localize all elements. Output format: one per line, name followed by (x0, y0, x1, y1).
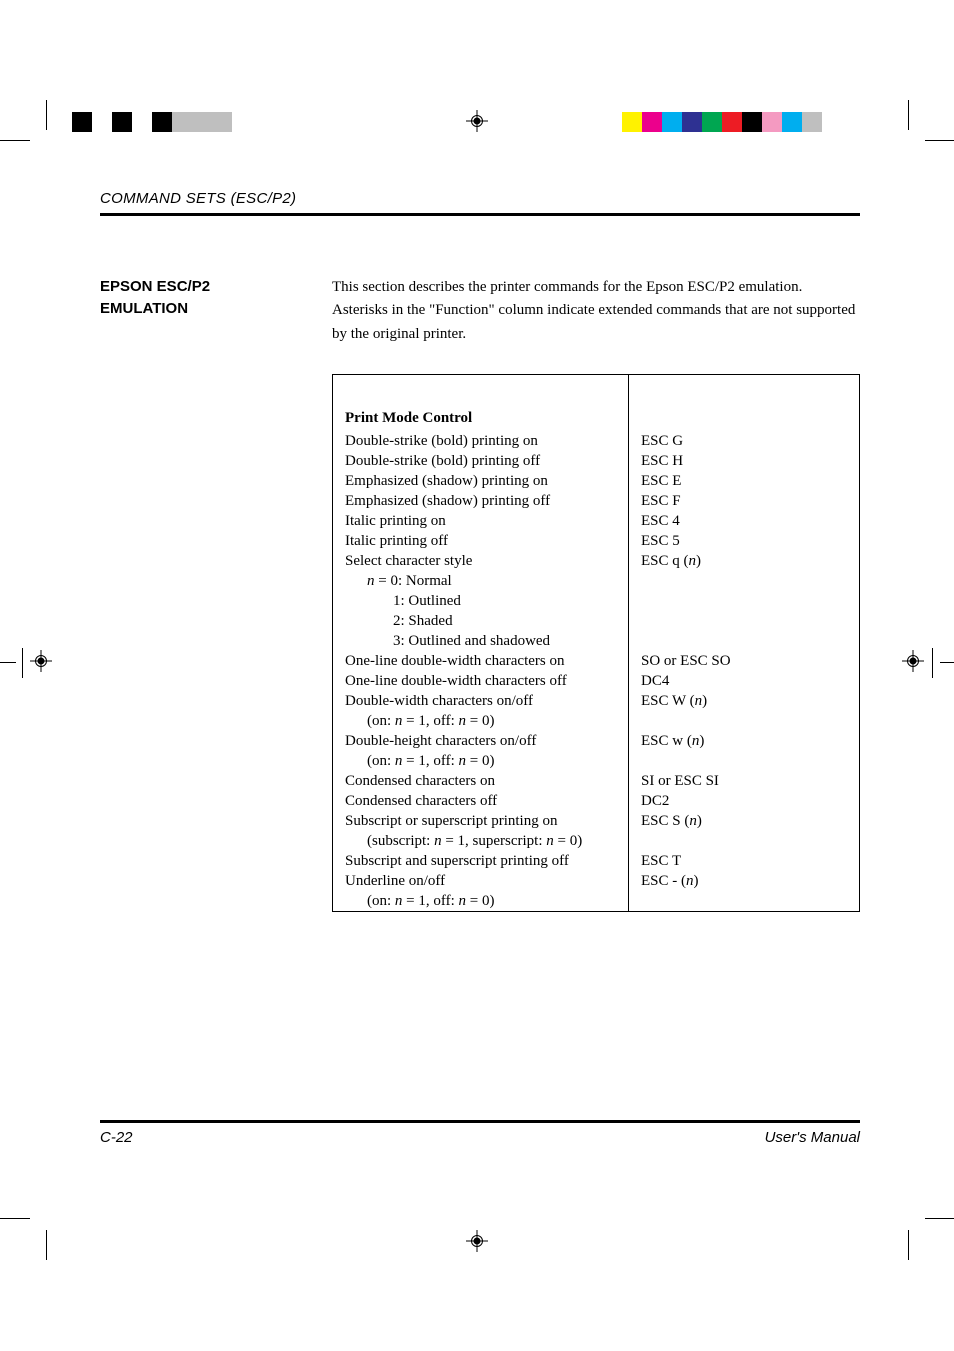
crop-mark (908, 100, 909, 130)
table-cell: Subscript and superscript printing off (333, 851, 629, 871)
page-footer: C-22 User's Manual (100, 1120, 860, 1146)
table-cell: ESC T (629, 851, 860, 871)
table-cell: Print Mode Control (333, 402, 629, 431)
table-cell: ESC E (629, 471, 860, 491)
table-cell: Condensed characters off (333, 791, 629, 811)
table-cell: ESC - (n) (629, 871, 860, 891)
table-cell: SI or ESC SI (629, 771, 860, 791)
table-cell: Double-strike (bold) printing off (333, 451, 629, 471)
footer-rule (100, 1120, 860, 1123)
table-cell: ESC S (n) (629, 811, 860, 831)
table-cell: ESC F (629, 491, 860, 511)
table-cell: (on: n = 1, off: n = 0) (333, 751, 629, 771)
table-cell: SO or ESC SO (629, 651, 860, 671)
table-cell: ESC W (n) (629, 691, 860, 711)
table-cell: ESC q (n) (629, 551, 860, 571)
table-cell (629, 631, 860, 651)
page-body: COMMAND SETS (ESC/P2) EPSON ESC/P2 EMULA… (100, 190, 860, 912)
table-cell (629, 751, 860, 771)
registration-mark (466, 110, 488, 132)
table-cell: Italic printing off (333, 531, 629, 551)
table-cell: Double-width characters on/off (333, 691, 629, 711)
running-head: COMMAND SETS (ESC/P2) (100, 190, 860, 207)
page-number: C-22 (100, 1129, 133, 1146)
table-cell: One-line double-width characters off (333, 671, 629, 691)
table-cell (629, 374, 860, 402)
table-cell: 1: Outlined (333, 591, 629, 611)
table-cell: n = 0: Normal (333, 571, 629, 591)
table-cell: ESC G (629, 431, 860, 451)
crop-mark (0, 1218, 30, 1219)
table-cell: ESC w (n) (629, 731, 860, 751)
table-cell: ESC 5 (629, 531, 860, 551)
table-cell: Condensed characters on (333, 771, 629, 791)
table-cell (629, 591, 860, 611)
table-cell: DC4 (629, 671, 860, 691)
crop-mark (22, 648, 23, 678)
table-cell: ESC 4 (629, 511, 860, 531)
manual-title: User's Manual (765, 1129, 860, 1146)
table-cell: Double-strike (bold) printing on (333, 431, 629, 451)
table-cell: Italic printing on (333, 511, 629, 531)
header-rule (100, 213, 860, 216)
crop-mark (908, 1230, 909, 1260)
table-cell (629, 611, 860, 631)
registration-mark (902, 650, 924, 672)
registration-colorbar-right (622, 112, 822, 132)
table-cell: (on: n = 1, off: n = 0) (333, 891, 629, 912)
table-cell (629, 711, 860, 731)
table-cell: DC2 (629, 791, 860, 811)
crop-mark (925, 140, 954, 141)
table-cell (629, 891, 860, 912)
registration-mark (30, 650, 52, 672)
intro-paragraph: This section describes the printer comma… (332, 276, 860, 346)
crop-mark (932, 648, 933, 678)
crop-mark (940, 662, 954, 663)
table-cell: (on: n = 1, off: n = 0) (333, 711, 629, 731)
table-cell: ESC H (629, 451, 860, 471)
section-side-heading: EPSON ESC/P2 EMULATION (100, 276, 332, 912)
crop-mark (925, 1218, 954, 1219)
table-cell: Emphasized (shadow) printing off (333, 491, 629, 511)
table-cell (629, 571, 860, 591)
table-cell: One-line double-width characters on (333, 651, 629, 671)
command-table: Print Mode ControlDouble-strike (bold) p… (332, 374, 860, 913)
table-cell: Subscript or superscript printing on (333, 811, 629, 831)
crop-mark (0, 662, 16, 663)
table-cell: 2: Shaded (333, 611, 629, 631)
table-cell: Underline on/off (333, 871, 629, 891)
table-cell: 3: Outlined and shadowed (333, 631, 629, 651)
registration-mark (466, 1230, 488, 1252)
table-cell: Double-height characters on/off (333, 731, 629, 751)
crop-mark (46, 1230, 47, 1260)
table-cell (333, 374, 629, 402)
table-cell: (subscript: n = 1, superscript: n = 0) (333, 831, 629, 851)
table-cell: Select character style (333, 551, 629, 571)
table-cell (629, 402, 860, 431)
crop-mark (0, 140, 30, 141)
registration-colorbar-left (72, 112, 252, 132)
table-cell: Emphasized (shadow) printing on (333, 471, 629, 491)
crop-mark (46, 100, 47, 130)
table-cell (629, 831, 860, 851)
